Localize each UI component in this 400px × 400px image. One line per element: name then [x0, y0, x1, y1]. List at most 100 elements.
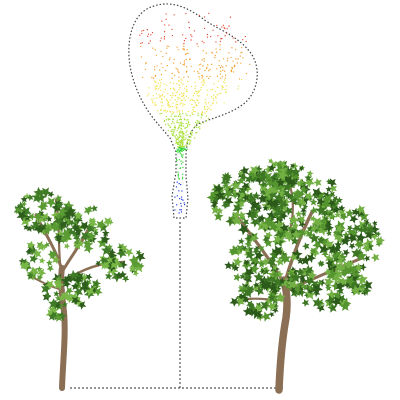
leaf [279, 208, 286, 215]
point-cloud-point [160, 89, 162, 91]
leaf [312, 240, 323, 251]
point-cloud-point [180, 82, 182, 84]
point-cloud-point [178, 146, 180, 149]
leaf [19, 261, 27, 269]
leaf [117, 262, 124, 268]
leaf [92, 278, 101, 289]
point-cloud-point [179, 145, 181, 147]
leaf [310, 248, 317, 254]
point-cloud-point [170, 126, 172, 128]
leaf [323, 222, 334, 233]
point-cloud-point [177, 142, 179, 144]
point-cloud-point [169, 82, 171, 84]
point-cloud-point [241, 78, 243, 80]
point-cloud-point [207, 64, 209, 66]
leaf [41, 212, 51, 222]
point-cloud-point [185, 90, 188, 92]
point-cloud-point [174, 196, 176, 198]
point-cloud-point [185, 71, 188, 73]
point-cloud-point [203, 42, 205, 44]
point-cloud-point [207, 117, 210, 119]
point-cloud-point [159, 69, 161, 71]
point-cloud-point [145, 63, 147, 65]
leaf [118, 260, 128, 270]
leaf [65, 287, 74, 296]
leaf [253, 271, 265, 282]
point-cloud-point [191, 134, 193, 136]
leaf [246, 285, 256, 294]
point-cloud-point [192, 95, 194, 97]
point-cloud-point [197, 112, 199, 114]
point-cloud-point [151, 100, 154, 102]
point-cloud-point [159, 84, 161, 86]
point-cloud-point [175, 92, 177, 94]
point-cloud-point [206, 34, 208, 36]
leaf [333, 245, 342, 253]
point-cloud-point [164, 31, 166, 33]
leaf [265, 179, 275, 188]
point-cloud-point [196, 92, 198, 95]
leaf [55, 236, 64, 245]
leaf [288, 214, 300, 226]
point-cloud-point [179, 103, 181, 105]
leaf [339, 301, 351, 311]
point-cloud-point [208, 102, 210, 104]
point-cloud-point [179, 124, 181, 127]
point-cloud-point [198, 90, 200, 92]
point-cloud-point [184, 127, 186, 129]
point-cloud-point [180, 121, 182, 123]
leaf [288, 193, 296, 201]
point-cloud-point [224, 82, 226, 84]
point-cloud-point [225, 74, 227, 76]
point-cloud-point [178, 76, 180, 78]
point-cloud-point [239, 55, 241, 57]
point-cloud-point [194, 81, 196, 84]
point-cloud-point [154, 69, 156, 71]
leaf [26, 240, 36, 250]
leaf [327, 257, 336, 266]
point-cloud-point [224, 77, 226, 79]
point-cloud-point [195, 126, 198, 128]
point-cloud-point [160, 73, 162, 76]
leaf [333, 230, 340, 237]
leaf [49, 253, 56, 260]
point-cloud-point [190, 132, 192, 134]
point-cloud-point [178, 212, 180, 214]
point-cloud-point [179, 141, 181, 143]
leaf [53, 278, 62, 287]
leaf [290, 162, 299, 171]
leaf [347, 260, 355, 268]
leaf [351, 207, 360, 216]
leaf [261, 171, 273, 183]
point-cloud-point [232, 37, 234, 39]
point-cloud-point [183, 92, 185, 94]
point-cloud-point [180, 205, 182, 207]
point-cloud-point [151, 76, 153, 78]
leaf [122, 275, 130, 283]
point-cloud-point [178, 151, 181, 153]
point-cloud-point [195, 132, 197, 134]
point-cloud-point [183, 62, 185, 64]
point-cloud-point [184, 99, 186, 101]
point-cloud-point [178, 190, 180, 192]
point-cloud-point [166, 98, 168, 100]
point-cloud-point [182, 134, 184, 136]
leaf [237, 210, 246, 220]
point-cloud-point [154, 86, 156, 88]
point-cloud-point [242, 57, 244, 59]
point-cloud-point [201, 40, 203, 42]
point-cloud-point [178, 72, 180, 74]
point-cloud-point [169, 126, 171, 128]
leaf [111, 271, 123, 283]
point-cloud-point [179, 113, 181, 115]
point-cloud-point [188, 21, 190, 23]
point-cloud-point [176, 83, 178, 85]
point-cloud-point [179, 118, 182, 120]
leaf [44, 292, 52, 300]
leaf [337, 207, 346, 217]
point-cloud-point [225, 91, 227, 93]
leaf [362, 279, 373, 291]
leaf [247, 210, 258, 222]
point-cloud-point [215, 96, 217, 98]
